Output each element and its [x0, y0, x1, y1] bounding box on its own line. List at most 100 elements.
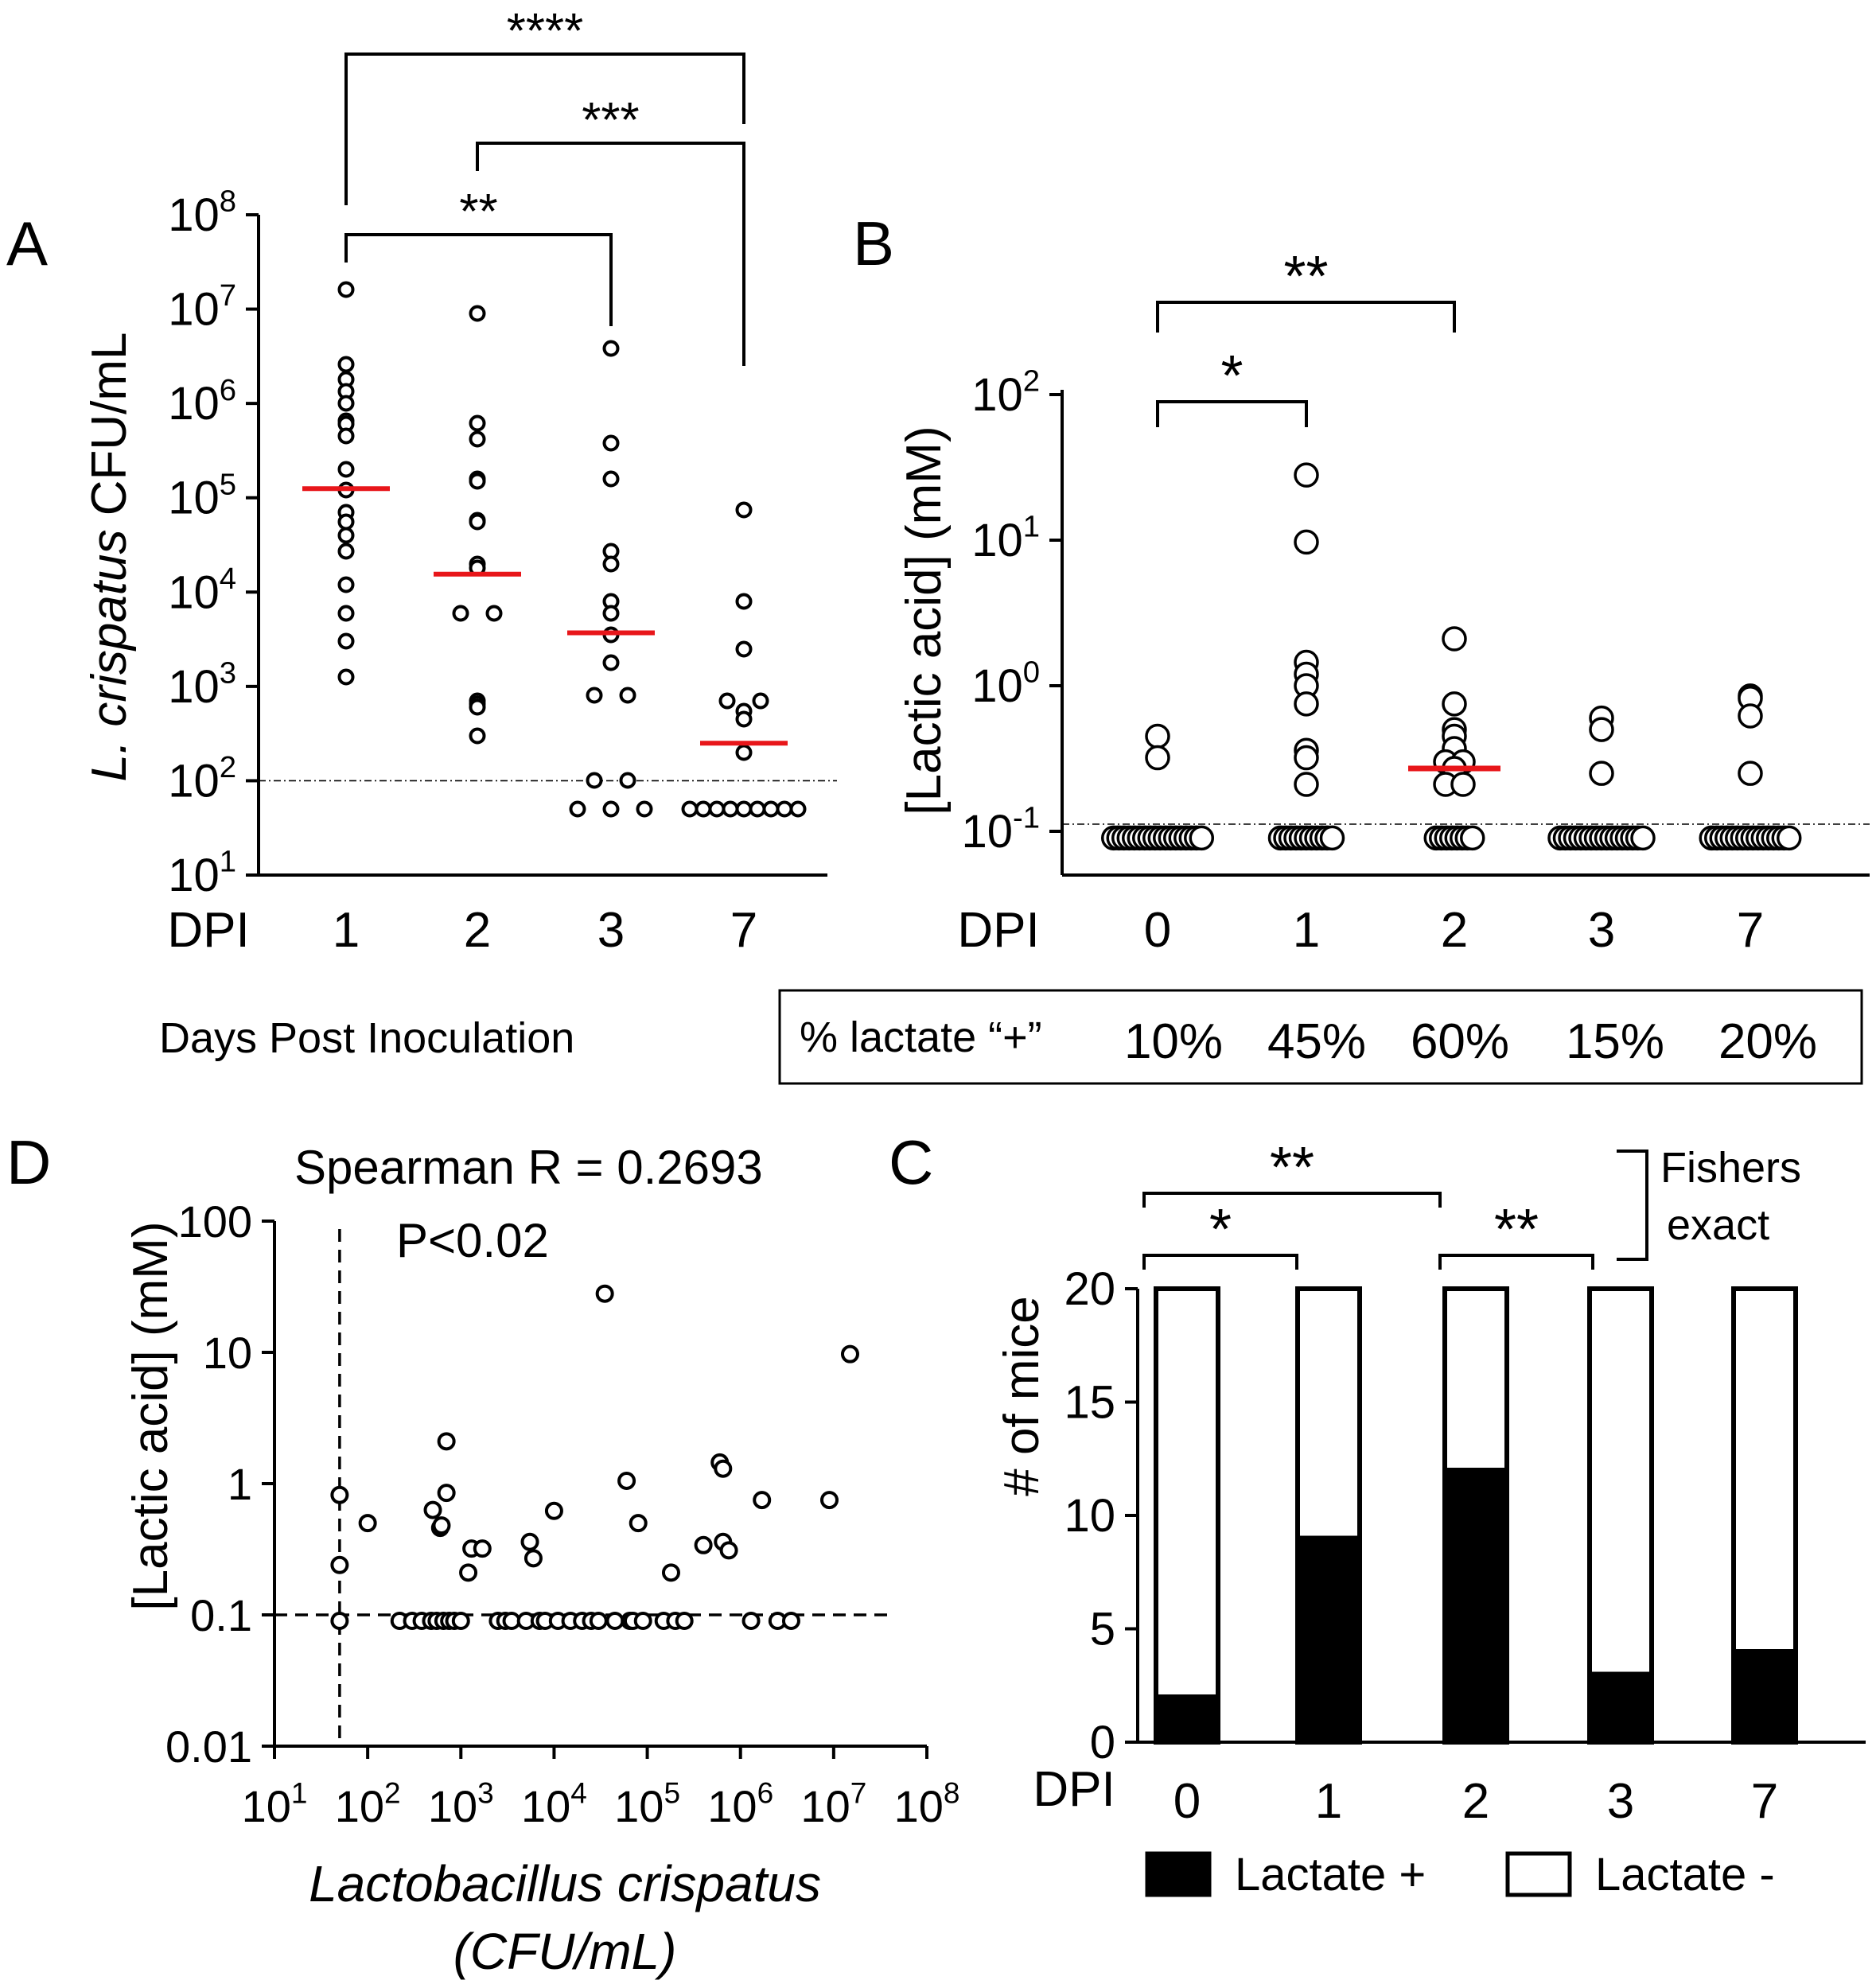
panel-d-y-tick-label: 0.01: [165, 1721, 252, 1772]
panel-c-bar-lactate-negative: [1587, 1286, 1654, 1677]
panel-d-x-tick-label-base: 10: [521, 1781, 570, 1831]
panel-a-data-point: [718, 692, 736, 710]
lactate-table-value: 60%: [1411, 1014, 1509, 1069]
panel-d-x-axis-unit: (CFU/mL): [453, 1923, 677, 1980]
panel-b-y-tick-label: 101: [971, 510, 1040, 566]
panel-a-data-point: [749, 800, 766, 818]
panel-a-sig-1-7-line: [344, 53, 745, 205]
panel-b-data-point: [1442, 691, 1467, 717]
panel-b-data-point: [1442, 626, 1467, 652]
panel-d-x-tick-label-exp: 4: [570, 1776, 587, 1809]
panel-a-data-point: [602, 340, 620, 357]
panel-a-data-point: [469, 698, 486, 716]
panel-a-data-point: [602, 654, 620, 671]
panel-a-data-point: [735, 593, 753, 610]
panel-a-data-point: [762, 800, 780, 818]
panel-a-sig-2-7-label: ***: [582, 93, 639, 148]
panel-a-y-tick-label-exp: 4: [220, 562, 236, 596]
panel-b-data-point: [1460, 825, 1485, 851]
panel-a-data-point: [602, 605, 620, 622]
panel-d-data-point: [633, 1612, 652, 1631]
panel-d-data-point: [629, 1514, 648, 1533]
panel-a-data-point: [735, 501, 753, 519]
panel-a-label: A: [6, 208, 48, 278]
panel-c-label: C: [889, 1127, 933, 1197]
panel-b-x-tick-label: 2: [1441, 903, 1468, 958]
panel-d-data-point: [330, 1555, 349, 1574]
panel-d-data-point: [544, 1501, 563, 1520]
panel-b-data-point: [1145, 723, 1170, 749]
panel-b-y-tick-label: 102: [971, 364, 1040, 421]
panel-a-x-tick-label: 1: [333, 903, 360, 958]
panel-b-data-point: [1294, 691, 1319, 717]
panel-a-x-tick-label: 3: [597, 903, 625, 958]
panel-a-data-point: [602, 470, 620, 488]
panel-a-y-tick-label-base: 10: [168, 284, 220, 336]
panel-c-x-tick-label: 2: [1462, 1774, 1489, 1829]
panel-a-data-point: [695, 800, 712, 818]
panel-a-y-tick-label-base: 10: [168, 473, 220, 524]
panel-b-y-tick-label-exp: 0: [1023, 655, 1040, 690]
panel-c-x-prefix: DPI: [1033, 1762, 1115, 1817]
panel-a-data-point: [469, 430, 486, 448]
panel-b-data-point: [1145, 745, 1170, 771]
panel-a-y-tick-label-exp: 6: [220, 373, 236, 407]
panel-a-data-point: [337, 461, 355, 478]
panel-b-x-tick-label: 1: [1293, 903, 1320, 958]
panel-a-x-tick-label: 7: [730, 903, 757, 958]
panel-a-data-point: [602, 800, 620, 818]
panel-b-sig-0-2-label: **: [1283, 245, 1328, 309]
panel-a-data-point: [337, 513, 355, 531]
panel-d-data-point: [523, 1549, 543, 1568]
panel-d-x-tick-label: 108: [894, 1776, 960, 1831]
panel-a-x-tick-label: 2: [464, 903, 491, 958]
fishers-note-line2: exact: [1667, 1201, 1769, 1249]
lactate-table-value: 10%: [1124, 1014, 1223, 1069]
panel-a-data-point: [469, 305, 486, 322]
panel-d-x-tick-label: 106: [707, 1776, 773, 1831]
panel-a-y-tick-label-exp: 1: [220, 845, 236, 879]
panel-d-x-tick-label: 104: [521, 1776, 587, 1831]
panel-b-sig-0-1-line: [1156, 400, 1308, 427]
panel-a-data-point: [776, 800, 793, 818]
panel-a-data-point: [337, 576, 355, 593]
panel-a-y-tick-label-exp: 3: [220, 655, 236, 690]
panel-d-data-point: [330, 1612, 349, 1631]
panel-b-y-tick-label-exp: 2: [1023, 364, 1040, 399]
panel-a-x-prefix: DPI: [167, 903, 249, 958]
panel-d-y-axis-title: [Lactic acid] (mM): [123, 1221, 178, 1610]
panel-d-x-tick-label: 101: [242, 1776, 308, 1831]
panel-a-data-point: [337, 527, 355, 544]
panel-d-data-point: [605, 1612, 625, 1631]
panel-c-y-tick-label: 0: [1090, 1717, 1115, 1768]
panel-a-y-tick-label: 105: [168, 467, 236, 523]
panel-d-x-tick-label-base: 10: [242, 1781, 291, 1831]
panel-c-bar-lactate-positive: [1442, 1468, 1509, 1745]
panel-a-data-point: [337, 427, 355, 445]
panel-c-bar-lactate-negative: [1154, 1286, 1220, 1699]
panel-c-bar-lactate-positive: [1154, 1694, 1220, 1745]
panel-d-x-tick-label-base: 10: [800, 1781, 850, 1831]
panel-b-y-tick-label-exp: 1: [1023, 510, 1040, 544]
panel-b-y-tick-label: 10-1: [961, 801, 1040, 858]
panel-a-data-point: [337, 281, 355, 298]
lactate-table-value: 15%: [1566, 1014, 1664, 1069]
panel-a-data-point: [735, 640, 753, 658]
legend-lactate-positive-swatch: [1145, 1851, 1212, 1897]
panel-d-data-point: [741, 1612, 761, 1631]
panel-a-data-point: [619, 687, 636, 704]
legend-lactate-negative-swatch: [1505, 1851, 1572, 1897]
lactate-table-values: 10% 45% 60% 15% 20%: [1124, 1014, 1817, 1069]
legend-lactate-positive-label: Lactate +: [1235, 1849, 1426, 1900]
panel-d-x-tick-label-exp: 2: [384, 1776, 401, 1809]
panel-a-data-point: [602, 434, 620, 452]
panel-a-y-tick-label: 104: [168, 562, 236, 618]
panel-a-data-point: [735, 744, 753, 761]
panel-b-y-axis-title: [Lactic acid] (mM): [897, 426, 952, 815]
panel-a-data-point: [586, 687, 603, 704]
panel-b-y-tick-label-base: 10: [961, 806, 1013, 858]
spearman-annotation: Spearman R = 0.2693: [294, 1141, 763, 1194]
panel-d-data-point: [617, 1472, 636, 1491]
panel-d-data-point: [595, 1284, 614, 1303]
